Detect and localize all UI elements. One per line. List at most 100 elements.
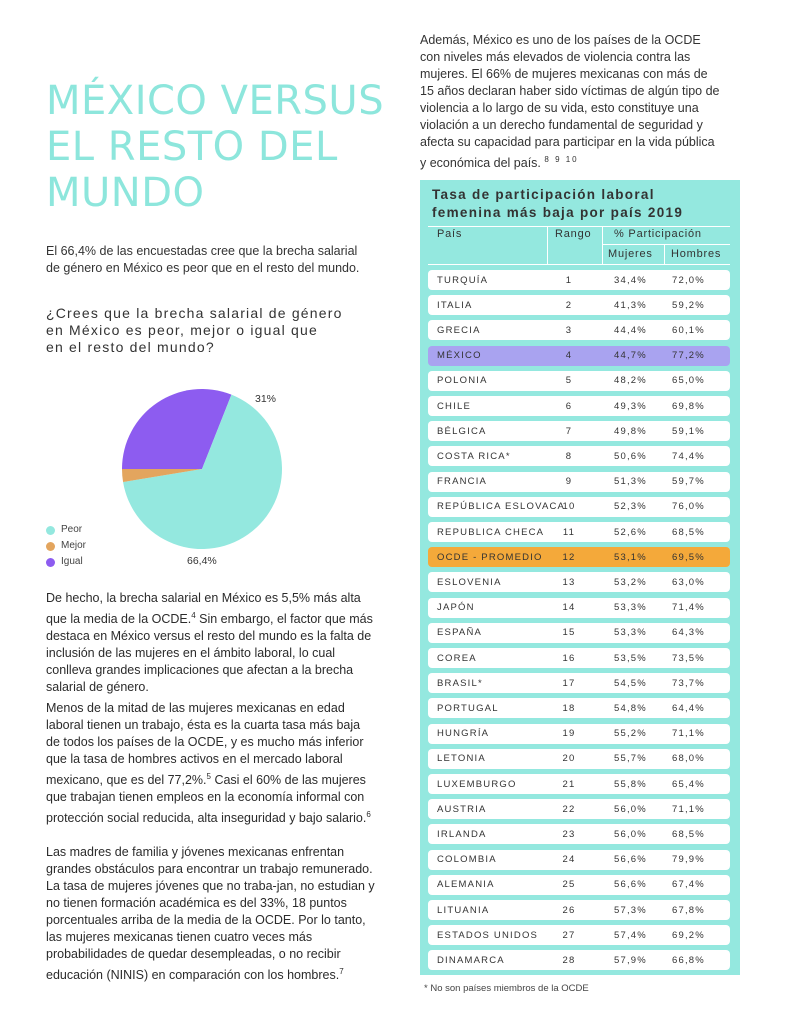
table-divider [547,226,548,264]
men-cell: 69,2% [672,929,705,941]
women-cell: 53,3% [614,602,647,614]
table-row: REPÚBLICA ESLOVACA 10 52,3% 76,0% [428,496,730,517]
women-cell: 53,3% [614,627,647,639]
legend-label: Igual [61,556,83,567]
pie-chart-svg: 31% 66,4% [122,389,282,567]
country-cell: COREA [437,652,477,664]
country-cell: AUSTRIA [437,803,487,815]
women-cell: 49,8% [614,425,647,437]
title-line: MÉXICO VERSUS [46,78,385,124]
rank-cell: 18 [562,702,576,714]
rank-cell: 14 [562,602,576,614]
women-cell: 54,8% [614,702,647,714]
women-cell: 54,5% [614,677,647,689]
country-cell: GRECIA [437,324,481,336]
men-cell: 64,4% [672,702,705,714]
question-line: en el resto del mundo? [46,339,215,355]
men-cell: 71,1% [672,728,705,740]
legend-item-mejor: Mejor [46,538,86,554]
women-cell: 53,1% [614,551,647,563]
women-cell: 52,6% [614,526,647,538]
table-row: COREA 16 53,5% 73,5% [428,648,730,668]
legend-label: Peor [61,524,83,535]
table-row: JAPÓN 14 53,3% 71,4% [428,597,730,618]
table-row: HUNGRÍA 19 55,2% 71,1% [428,723,730,744]
rank-cell: 19 [562,728,576,740]
men-cell: 64,3% [672,627,705,639]
women-cell: 49,3% [614,400,647,412]
table-row: AUSTRIA 22 56,0% 71,1% [428,799,730,820]
rank-cell: 12 [562,551,576,563]
country-cell: REPUBLICA CHECA [437,526,545,538]
men-cell: 69,5% [672,551,705,563]
pie-legend: Peor Mejor Igual [46,522,86,570]
men-cell: 77,2% [672,350,705,362]
pie-label-peor: 66,4% [187,555,217,567]
women-cell: 52,3% [614,501,647,513]
paragraph-3: Las madres de familia y jóvenes mexicana… [46,844,376,984]
rank-cell: 17 [562,677,576,689]
women-cell: 55,8% [614,778,647,790]
paragraph-text: De hecho, la brecha salarial en México e… [46,591,361,627]
men-cell: 59,2% [672,299,705,311]
rank-cell: 27 [562,929,576,941]
men-cell: 59,7% [672,476,705,488]
country-cell: LITUANIA [437,904,490,916]
rank-cell: 9 [565,476,573,488]
table-row: TURQUÍA 1 34,4% 72,0% [428,270,730,290]
rank-cell: 7 [565,425,573,437]
rank-cell: 3 [565,324,573,336]
table-row: GRECIA 3 44,4% 60,1% [428,320,730,341]
rank-cell: 10 [562,501,576,513]
country-cell: REPÚBLICA ESLOVACA [437,501,566,513]
men-cell: 69,8% [672,400,705,412]
table-divider [428,226,730,227]
pie-slice-igual [122,389,232,469]
men-cell: 68,5% [672,828,705,840]
country-cell: ALEMANIA [437,879,495,891]
header-women: Mujeres [608,248,653,260]
men-cell: 65,4% [672,778,705,790]
table-row: COSTA RICA* 8 50,6% 74,4% [428,446,730,467]
men-cell: 65,0% [672,375,705,387]
table-row: ALEMANIA 25 56,6% 67,4% [428,874,730,895]
paragraph-text: Las madres de familia y jóvenes mexicana… [46,845,375,983]
rank-cell: 26 [562,904,576,916]
legend-dot [46,541,55,551]
country-cell: COSTA RICA* [437,450,511,462]
women-cell: 48,2% [614,375,647,387]
table-row: POLONIA 5 48,2% 65,0% [428,370,730,391]
country-cell: ESPAÑA [437,627,483,639]
rank-cell: 28 [562,954,576,966]
legend-item-peor: Peor [46,522,86,538]
table-row: BÉLGICA 7 49,8% 59,1% [428,421,730,442]
men-cell: 68,0% [672,753,705,765]
legend-dot [46,557,55,567]
table-row: LETONIA 20 55,7% 68,0% [428,748,730,769]
table-title: Tasa de participación laboral femenina m… [432,186,732,222]
country-cell: IRLANDA [437,828,487,840]
legend-label: Mejor [61,540,87,551]
men-cell: 74,4% [672,450,705,462]
footnote-ref: 4 [191,611,196,620]
country-cell: DINAMARCA [437,954,505,966]
header-rank: Rango [555,228,592,240]
women-cell: 41,3% [614,299,647,311]
country-cell: CHILE [437,400,471,412]
women-cell: 53,2% [614,576,647,588]
table-row: PORTUGAL 18 54,8% 64,4% [428,698,730,719]
table-row: BRASIL* 17 54,5% 73,7% [428,673,730,694]
title-line: MUNDO [46,170,205,216]
rank-cell: 16 [562,652,576,664]
women-cell: 56,0% [614,828,647,840]
table-divider [602,244,730,245]
rank-cell: 20 [562,753,576,765]
men-cell: 71,4% [672,602,705,614]
country-cell: TURQUÍA [437,274,489,286]
table-row: MÉXICO 4 44,7% 77,2% [428,345,730,366]
men-cell: 76,0% [672,501,705,513]
rank-cell: 11 [562,526,576,538]
men-cell: 79,9% [672,854,705,866]
right-intro-text: Además, México es uno de los países de l… [420,32,720,172]
rank-cell: 24 [562,854,576,866]
